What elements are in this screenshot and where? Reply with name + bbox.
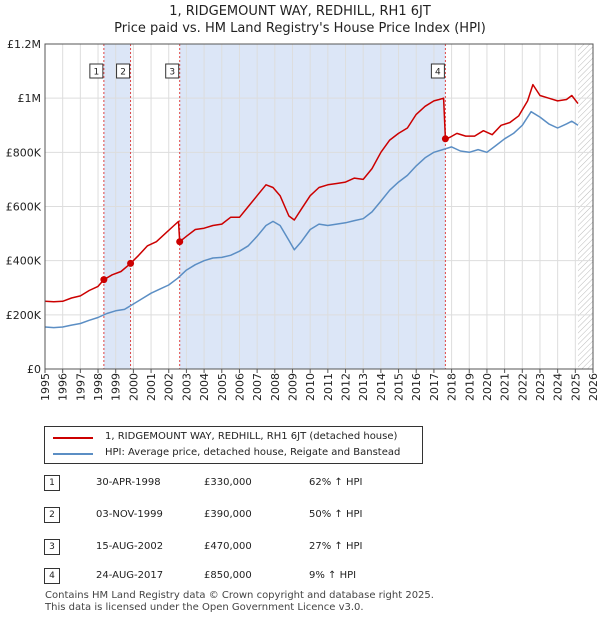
sale-point	[100, 276, 108, 284]
x-tick-label: 2016	[410, 373, 423, 401]
x-tick-label: 2022	[516, 373, 529, 401]
transaction-hpi-diff: 9% ↑ HPI	[309, 570, 357, 581]
transaction-number: 4	[44, 568, 60, 584]
transaction-price: £470,000	[204, 541, 252, 552]
x-tick-label: 2025	[569, 373, 582, 401]
x-tick-label: 2000	[127, 373, 140, 401]
transaction-price: £330,000	[204, 477, 252, 488]
x-tick-label: 2002	[163, 373, 176, 401]
x-tick-label: 2020	[481, 373, 494, 401]
sale-point	[441, 135, 449, 143]
x-tick-label: 2009	[286, 373, 299, 401]
sale-label-number: 2	[120, 68, 126, 78]
legend-label-property: 1, RIDGEMOUNT WAY, REDHILL, RH1 6JT (det…	[105, 431, 398, 442]
x-tick-label: 2013	[357, 373, 370, 401]
sale-point	[127, 259, 135, 267]
x-tick-label: 2007	[251, 373, 264, 401]
sale-label-box: 1	[89, 63, 104, 79]
legend-swatch-property	[53, 437, 93, 439]
sale-label-frame	[165, 63, 180, 79]
sale-label-frame	[116, 63, 131, 79]
y-tick-label: £800K	[6, 146, 42, 159]
sale-label-box: 2	[116, 63, 131, 79]
x-tick-label: 2018	[446, 373, 459, 401]
price-chart: 1 2 3 4 £0 £200K £400K £600K £800K £1M £1.2M 1995 19…	[6, 38, 600, 401]
x-tick-label: 2019	[463, 373, 476, 401]
sale-label-number: 1	[93, 68, 99, 78]
sale-label-box: 4	[430, 63, 445, 79]
transaction-hpi-diff: 27% ↑ HPI	[309, 541, 363, 552]
y-tick-label: £600K	[6, 201, 42, 214]
y-tick-label: £1M	[18, 92, 42, 105]
x-tick-label: 2021	[499, 373, 512, 401]
y-tick-label: £200K	[6, 309, 42, 322]
x-tick-label: 2001	[145, 373, 158, 401]
chart-subtitle: Price paid vs. HM Land Registry's House …	[114, 21, 486, 36]
x-tick-label: 1998	[92, 373, 105, 401]
sale-point	[176, 238, 184, 246]
transaction-date: 03-NOV-1999	[96, 509, 163, 520]
transaction-number: 2	[44, 507, 60, 523]
sale-label-number: 3	[169, 68, 175, 78]
x-tick-label: 2006	[233, 373, 246, 401]
sale-label-frame	[430, 63, 445, 79]
hpi-series-line	[44, 110, 579, 329]
transaction-number: 1	[44, 475, 60, 491]
x-tick-label: 2017	[428, 373, 441, 401]
y-tick-label: £400K	[6, 255, 42, 268]
footer-license: This data is licensed under the Open Gov…	[45, 602, 364, 613]
property-series-line	[44, 83, 579, 303]
x-tick-label: 2004	[198, 373, 211, 401]
x-tick-label: 2015	[393, 373, 406, 401]
sale-label-number: 4	[435, 68, 441, 78]
chart-legend: 1, RIDGEMOUNT WAY, REDHILL, RH1 6JT (det…	[44, 426, 423, 464]
footer: Contains HM Land Registry data © Crown c…	[45, 590, 434, 614]
sale-label-box: 3	[165, 63, 180, 79]
x-tick-label: 1996	[57, 373, 70, 401]
x-tick-label: 2012	[340, 373, 353, 401]
footer-copyright: Contains HM Land Registry data © Crown c…	[45, 590, 434, 601]
transaction-price: £850,000	[204, 570, 252, 581]
x-tick-label: 1995	[39, 373, 52, 401]
chart-title: 1, RIDGEMOUNT WAY, REDHILL, RH1 6JT	[169, 4, 431, 19]
plot-frame	[44, 43, 594, 370]
sale-label-frame	[89, 63, 104, 79]
legend-swatch-hpi	[53, 453, 93, 455]
transaction-hpi-diff: 62% ↑ HPI	[309, 477, 363, 488]
x-tick-label: 2003	[180, 373, 193, 401]
transaction-date: 24-AUG-2017	[96, 570, 164, 581]
x-tick-label: 2005	[216, 373, 229, 401]
transaction-date: 15-AUG-2002	[96, 541, 164, 552]
transaction-hpi-diff: 50% ↑ HPI	[309, 509, 363, 520]
y-tick-label: £1.2M	[7, 38, 41, 51]
x-tick-label: 2014	[375, 373, 388, 401]
transaction-number: 3	[44, 539, 60, 555]
x-tick-label: 2026	[587, 373, 600, 401]
x-tick-label: 2023	[534, 373, 547, 401]
x-tick-label: 1997	[74, 373, 87, 401]
y-tick-label: £0	[27, 363, 41, 376]
x-tick-label: 2024	[552, 373, 565, 401]
x-tick-label: 2011	[322, 373, 335, 401]
x-tick-label: 2010	[304, 373, 317, 401]
x-tick-label: 1999	[110, 373, 123, 401]
legend-label-hpi: HPI: Average price, detached house, Reig…	[105, 447, 401, 458]
x-tick-label: 2008	[269, 373, 282, 401]
transaction-date: 30-APR-1998	[96, 477, 161, 488]
transaction-price: £390,000	[204, 509, 252, 520]
